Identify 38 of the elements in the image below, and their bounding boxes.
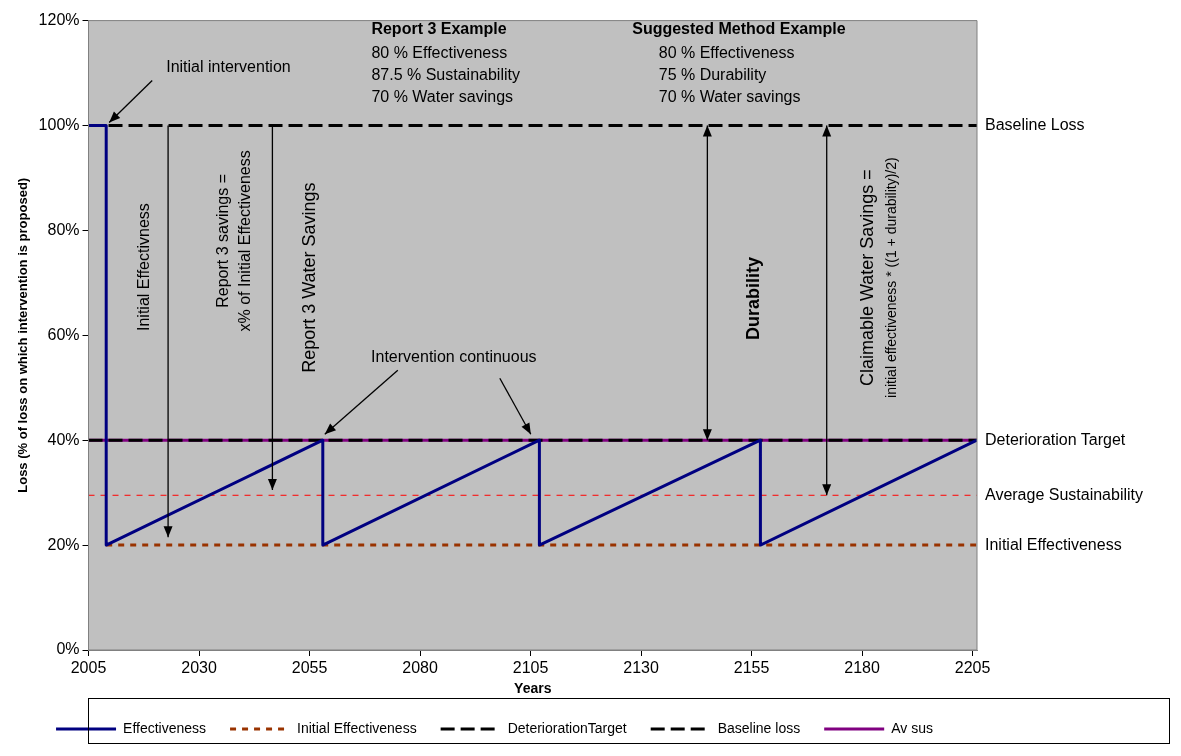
y-tick-label: 0%	[56, 640, 80, 658]
legend-label: Av sus	[891, 719, 933, 736]
annotation: 80 % Effectiveness 75 % Durability 70 % Water savings	[658, 43, 801, 105]
y-tick-label: 60%	[47, 325, 80, 343]
annotation: Claimable Water Savings = initial effectiveness * ((1 + durability)/2)	[856, 157, 899, 398]
annotation: Suggested Method Example	[632, 20, 846, 38]
annotation: Report 3 Water Savings	[298, 182, 319, 373]
y-tick-label: 80%	[47, 220, 80, 238]
ref-line-label: Average Sustainability	[985, 485, 1144, 503]
annotation: 80 % Effectiveness 87.5 % Sustainability 70 % Water savings	[371, 43, 520, 105]
legend-label: Baseline loss	[717, 719, 801, 736]
x-tick-label: 2155	[733, 659, 770, 677]
y-tick-label: 40%	[47, 430, 80, 448]
legend-label: DeteriorationTarget	[507, 719, 627, 736]
annotation: Durability	[742, 257, 763, 341]
x-tick-label: 2005	[70, 659, 107, 677]
x-axis-title: Years	[514, 680, 552, 697]
annotation: Report 3 Example	[371, 20, 507, 38]
y-tick-label: 120%	[38, 11, 80, 29]
x-tick-label: 2030	[181, 659, 217, 677]
x-tick-label: 2130	[623, 659, 659, 677]
annotation: Initial intervention	[166, 57, 291, 75]
x-tick-label: 2205	[954, 659, 991, 677]
annotation: Report 3 savings = x% of Initial Effectiveness	[213, 150, 253, 332]
y-tick-label: 20%	[47, 535, 80, 553]
x-tick-label: 2180	[844, 659, 880, 677]
x-tick-label: 2080	[402, 659, 438, 677]
legend-label: Initial Effectiveness	[297, 719, 417, 736]
annotation: Intervention continuous	[371, 347, 537, 365]
legend-label: Effectiveness	[123, 719, 207, 736]
y-axis-title: Loss (% of loss on which intervention is proposed)	[15, 177, 31, 493]
annotation: Deterioration Target	[985, 430, 1126, 448]
y-tick-label: 100%	[38, 115, 80, 133]
annotation: Initial Effectiveness	[985, 535, 1122, 553]
x-tick-label: 2055	[291, 659, 328, 677]
annotation: Initial Effectivness	[134, 203, 152, 331]
x-tick-label: 2105	[512, 659, 549, 677]
annotation: Baseline Loss	[985, 115, 1085, 133]
